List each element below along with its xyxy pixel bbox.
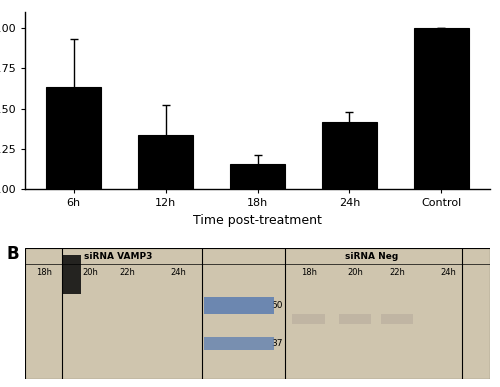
Text: siRNA Neg: siRNA Neg bbox=[345, 252, 398, 261]
Bar bbox=[230, 164, 285, 189]
X-axis label: Time post-treatment: Time post-treatment bbox=[193, 214, 322, 227]
Text: 20h: 20h bbox=[82, 268, 98, 277]
Text: siRNA VAMP3: siRNA VAMP3 bbox=[84, 252, 152, 261]
Text: 22h: 22h bbox=[389, 268, 405, 277]
Text: 22h: 22h bbox=[120, 268, 135, 277]
Bar bbox=[339, 313, 372, 324]
Bar bbox=[414, 28, 469, 189]
Bar bbox=[292, 313, 325, 324]
Text: 24h: 24h bbox=[440, 268, 456, 277]
Text: 24h: 24h bbox=[170, 268, 186, 277]
Text: 50: 50 bbox=[272, 301, 283, 310]
Text: 18h: 18h bbox=[36, 268, 52, 277]
Bar bbox=[62, 255, 81, 294]
Bar bbox=[204, 296, 274, 313]
Bar bbox=[204, 337, 274, 350]
Bar bbox=[380, 313, 414, 324]
Text: B: B bbox=[6, 245, 19, 263]
Text: 20h: 20h bbox=[347, 268, 363, 277]
Bar bbox=[322, 122, 377, 189]
Bar bbox=[46, 87, 102, 189]
Bar bbox=[138, 135, 193, 189]
Text: 18h: 18h bbox=[300, 268, 316, 277]
Text: 37: 37 bbox=[272, 339, 283, 348]
